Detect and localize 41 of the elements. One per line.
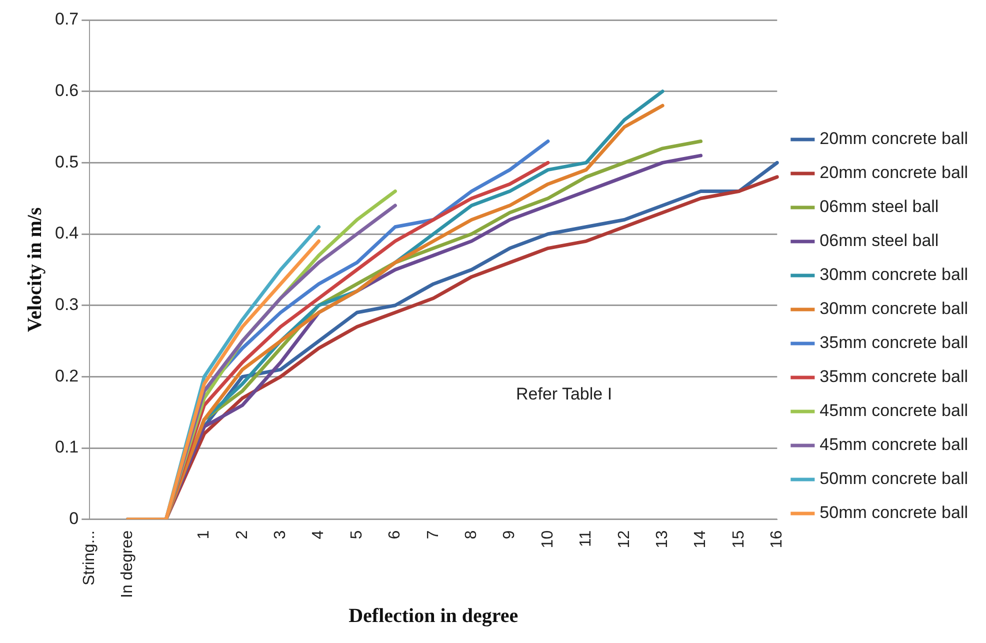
x-tick-label: 15 <box>730 530 748 548</box>
x-tick-label: 2 <box>234 530 251 540</box>
legend-label: 30mm concrete ball <box>820 265 968 284</box>
legend-label: 35mm concrete ball <box>820 367 968 386</box>
y-tick-label: 0.1 <box>54 438 79 457</box>
x-tick-label: 11 <box>578 530 595 547</box>
x-tick-label: 3 <box>272 530 290 540</box>
legend-label: 45mm concrete ball <box>820 401 968 420</box>
y-tick-label: 0.5 <box>54 152 79 172</box>
y-tick-label: 0 <box>69 509 79 528</box>
legend-label: 20mm concrete ball <box>820 129 968 148</box>
y-tick-label: 0.6 <box>54 81 79 100</box>
x-tick-label: 14 <box>692 530 710 548</box>
x-tick-label: 1 <box>196 530 213 540</box>
legend-label: 30mm concrete ball <box>820 299 968 318</box>
y-tick-label: 0.3 <box>54 295 79 314</box>
legend-label: 06mm steel ball <box>820 231 939 250</box>
y-tick-label: 0.7 <box>54 10 79 29</box>
x-tick-label: In degree <box>119 530 136 598</box>
y-tick-label: 0.4 <box>54 224 79 243</box>
x-tick-label: 10 <box>539 530 556 548</box>
legend-label: 45mm concrete ball <box>820 435 968 454</box>
annotation: Refer Table I <box>516 384 612 404</box>
x-tick-label: 7 <box>424 530 442 540</box>
x-tick-label: 12 <box>616 530 633 548</box>
legend-label: 35mm concrete ball <box>820 333 968 352</box>
x-tick-label: 5 <box>348 530 366 540</box>
x-tick-label: 6 <box>386 530 404 540</box>
y-tick-label: 0.2 <box>54 366 79 386</box>
x-axis-title: Deflection in degree <box>348 605 518 628</box>
x-tick-label: 4 <box>310 530 328 540</box>
legend-label: 50mm concrete ball <box>820 469 968 488</box>
y-axis-title: Velocity in m/s <box>24 207 46 332</box>
x-tick-label: String... <box>81 530 98 586</box>
x-tick-label: 9 <box>501 530 518 540</box>
legend-label: 06mm steel ball <box>820 197 939 216</box>
legend-label: 20mm concrete ball <box>820 163 968 182</box>
x-tick-label: 16 <box>768 530 786 548</box>
x-tick-label: 8 <box>462 530 480 540</box>
legend-label: 50mm concrete ball <box>820 503 968 522</box>
x-tick-label: 13 <box>654 530 671 548</box>
